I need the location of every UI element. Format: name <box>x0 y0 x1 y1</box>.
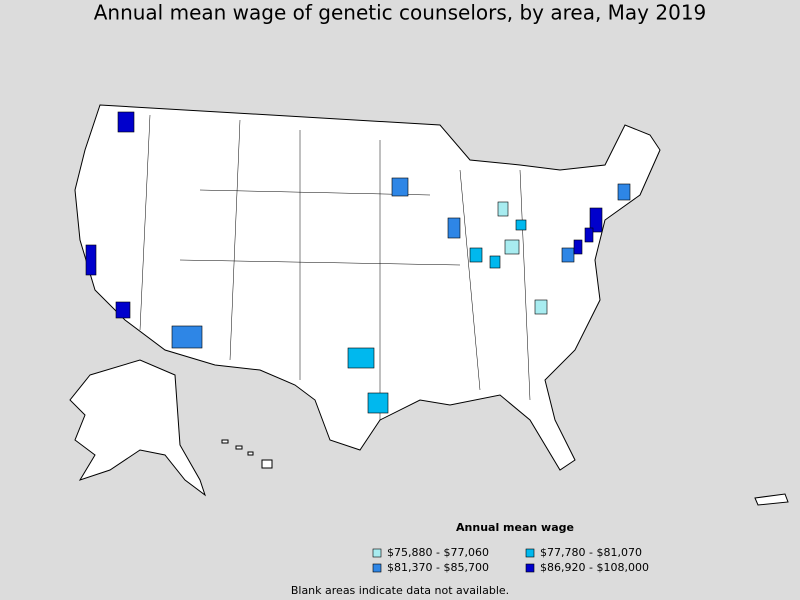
legend-label: $75,880 - $77,060 <box>387 546 489 559</box>
highlighted-area <box>584 227 594 243</box>
legend: Annual mean wage $75,880 - $77,060 $77,78… <box>372 521 649 574</box>
legend-swatch <box>372 563 382 573</box>
highlighted-area <box>117 111 135 133</box>
highlighted-area <box>561 247 575 263</box>
highlighted-area <box>171 325 203 349</box>
highlighted-areas <box>85 111 631 414</box>
highlighted-area <box>447 217 461 239</box>
highlighted-area <box>469 247 483 263</box>
highlighted-area <box>515 219 527 231</box>
highlighted-area <box>489 255 501 269</box>
legend-swatch <box>372 548 382 558</box>
highlighted-area <box>504 239 520 255</box>
highlighted-area <box>589 207 603 233</box>
highlighted-area <box>85 244 97 276</box>
highlighted-area <box>573 239 583 255</box>
legend-title: Annual mean wage <box>456 521 574 534</box>
highlighted-area <box>497 201 509 217</box>
map <box>69 104 789 506</box>
highlighted-area <box>367 392 389 414</box>
legend-swatch <box>525 548 535 558</box>
legend-swatch <box>525 563 535 573</box>
legend-label: $81,370 - $85,700 <box>387 561 489 574</box>
contiguous-us <box>74 104 661 471</box>
highlighted-area <box>534 299 548 315</box>
highlighted-area <box>347 347 375 369</box>
highlighted-area <box>115 301 131 319</box>
legend-label: $86,920 - $108,000 <box>540 561 649 574</box>
map-title: Annual mean wage of genetic counselors, … <box>94 1 707 25</box>
highlighted-area <box>391 177 409 197</box>
footnote: Blank areas indicate data not available. <box>291 584 509 597</box>
alaska <box>69 359 206 497</box>
highlighted-area <box>617 183 631 201</box>
area-borders <box>139 114 531 420</box>
legend-label: $77,780 - $81,070 <box>540 546 642 559</box>
puerto-rico <box>754 493 789 506</box>
hawaii <box>221 439 273 469</box>
